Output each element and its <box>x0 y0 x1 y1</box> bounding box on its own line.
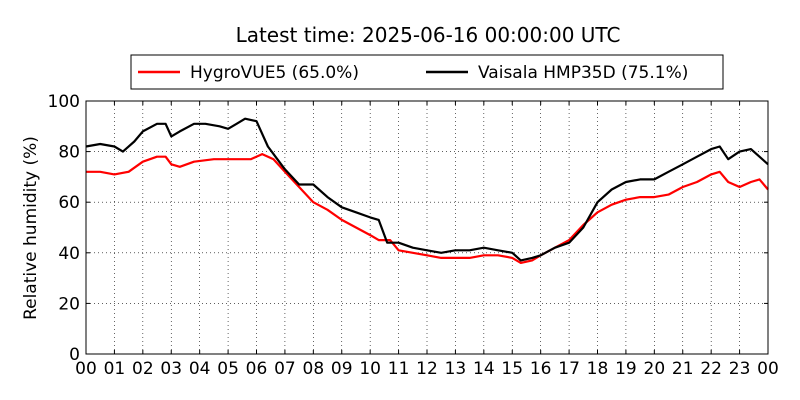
x-tick-label: 05 <box>217 359 239 379</box>
x-tick-label: 11 <box>388 359 410 379</box>
grid <box>86 101 768 354</box>
x-tick-label: 10 <box>359 359 381 379</box>
ticks: 00 01 02 03 04 05 06 07 08 09 10 11 12 13 14 15 16 17 18 19… <box>48 92 779 379</box>
x-tick-label: 16 <box>530 359 552 379</box>
x-tick-label: 08 <box>303 359 325 379</box>
y-tick-label: 80 <box>58 143 80 163</box>
x-tick-label: 21 <box>672 359 694 379</box>
series-line-hygrovue5 <box>86 153 769 264</box>
x-tick-label: 07 <box>274 359 296 379</box>
legend: HygroVUE5 (65.0%) Vaisala HMP35D (75.1%) <box>130 54 724 90</box>
y-tick-label: 20 <box>58 294 80 314</box>
x-tick-label: 20 <box>644 359 666 379</box>
y-tick-label: 60 <box>58 193 80 213</box>
x-tick-label: 19 <box>615 359 637 379</box>
x-tick-label: 13 <box>445 359 467 379</box>
x-tick-label: 01 <box>104 359 126 379</box>
legend-label-vaisala: Vaisala HMP35D (75.1%) <box>478 63 688 83</box>
x-tick-label: 23 <box>729 359 751 379</box>
y-tick-label: 100 <box>48 92 80 112</box>
x-tick-label: 00 <box>757 359 779 379</box>
chart-title: Latest time: 2025-06-16 00:00:00 UTC <box>236 23 621 47</box>
x-tick-label: 02 <box>132 359 154 379</box>
x-tick-label: 18 <box>587 359 609 379</box>
x-tick-label: 22 <box>700 359 722 379</box>
x-tick-label: 15 <box>501 359 523 379</box>
series-layer <box>85 117 769 264</box>
y-axis-label: Relative humidity (%) <box>21 136 41 320</box>
x-tick-label: 14 <box>473 359 495 379</box>
x-tick-label: 04 <box>189 359 211 379</box>
plot-frame <box>85 100 769 355</box>
y-tick-label: 40 <box>58 244 80 264</box>
x-tick-label: 03 <box>160 359 182 379</box>
y-tick-label: 0 <box>69 345 80 365</box>
x-tick-label: 12 <box>416 359 438 379</box>
legend-label-hygrovue5: HygroVUE5 (65.0%) <box>190 63 359 83</box>
series-line-vaisala <box>85 117 769 262</box>
x-tick-label: 17 <box>558 359 580 379</box>
x-tick-label: 09 <box>331 359 353 379</box>
x-tick-label: 06 <box>246 359 268 379</box>
x-tick-label: 00 <box>75 359 97 379</box>
